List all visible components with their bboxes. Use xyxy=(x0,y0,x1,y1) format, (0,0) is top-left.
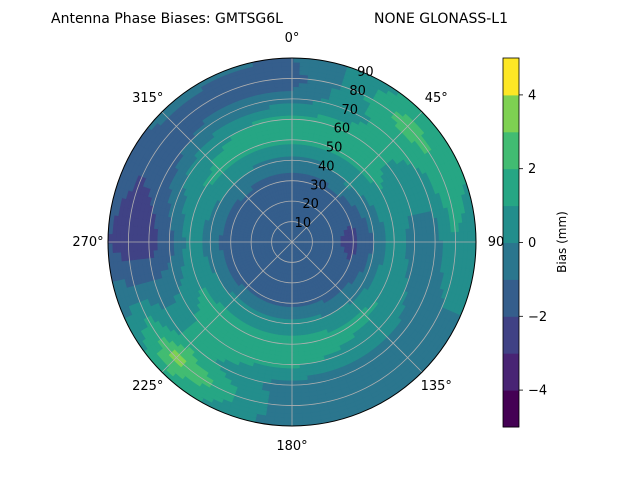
chart-subtitle: NONE GLONASS-L1 xyxy=(374,11,508,27)
chart-title: Antenna Phase Biases: GMTSG6L xyxy=(51,11,283,27)
